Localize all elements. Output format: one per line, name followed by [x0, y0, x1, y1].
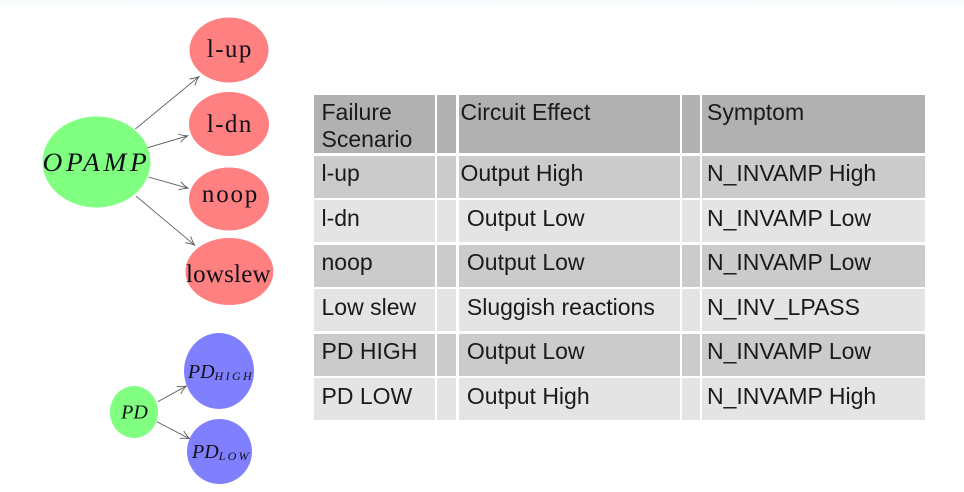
svg-text:l-dn: l-dn	[207, 111, 253, 138]
svg-text:noop: noop	[202, 181, 259, 208]
svg-text:PD: PD	[120, 402, 148, 424]
svg-text:OPAMP: OPAMP	[43, 148, 151, 177]
svg-text:lowslew: lowslew	[186, 261, 271, 288]
svg-text:l-up: l-up	[207, 36, 253, 63]
